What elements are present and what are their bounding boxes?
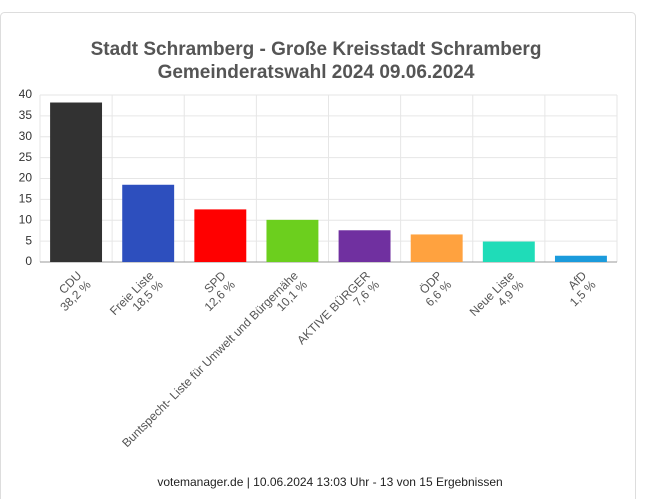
y-tick-label: 25 — [19, 150, 33, 164]
y-tick-label: 15 — [19, 192, 33, 206]
bar — [482, 241, 535, 262]
y-tick-label: 10 — [19, 212, 33, 226]
y-tick-label: 20 — [19, 171, 33, 185]
chart-subtitle: Gemeinderatswahl 2024 09.06.2024 — [158, 62, 475, 83]
bar — [338, 230, 391, 262]
bar — [122, 184, 175, 262]
bar — [50, 102, 103, 262]
y-tick-label: 35 — [19, 108, 33, 122]
bar — [410, 234, 463, 262]
bar — [194, 209, 247, 262]
y-tick-label: 30 — [19, 129, 33, 143]
bar — [266, 219, 319, 262]
chart-title: Stadt Schramberg - Große Kreisstadt Schr… — [91, 39, 542, 60]
bar — [554, 255, 607, 262]
y-tick-label: 40 — [19, 87, 33, 101]
footer: votemanager.de | 10.06.2024 13:03 Uhr - … — [157, 475, 502, 489]
y-tick-label: 5 — [25, 233, 32, 247]
y-tick-label: 0 — [25, 254, 32, 268]
